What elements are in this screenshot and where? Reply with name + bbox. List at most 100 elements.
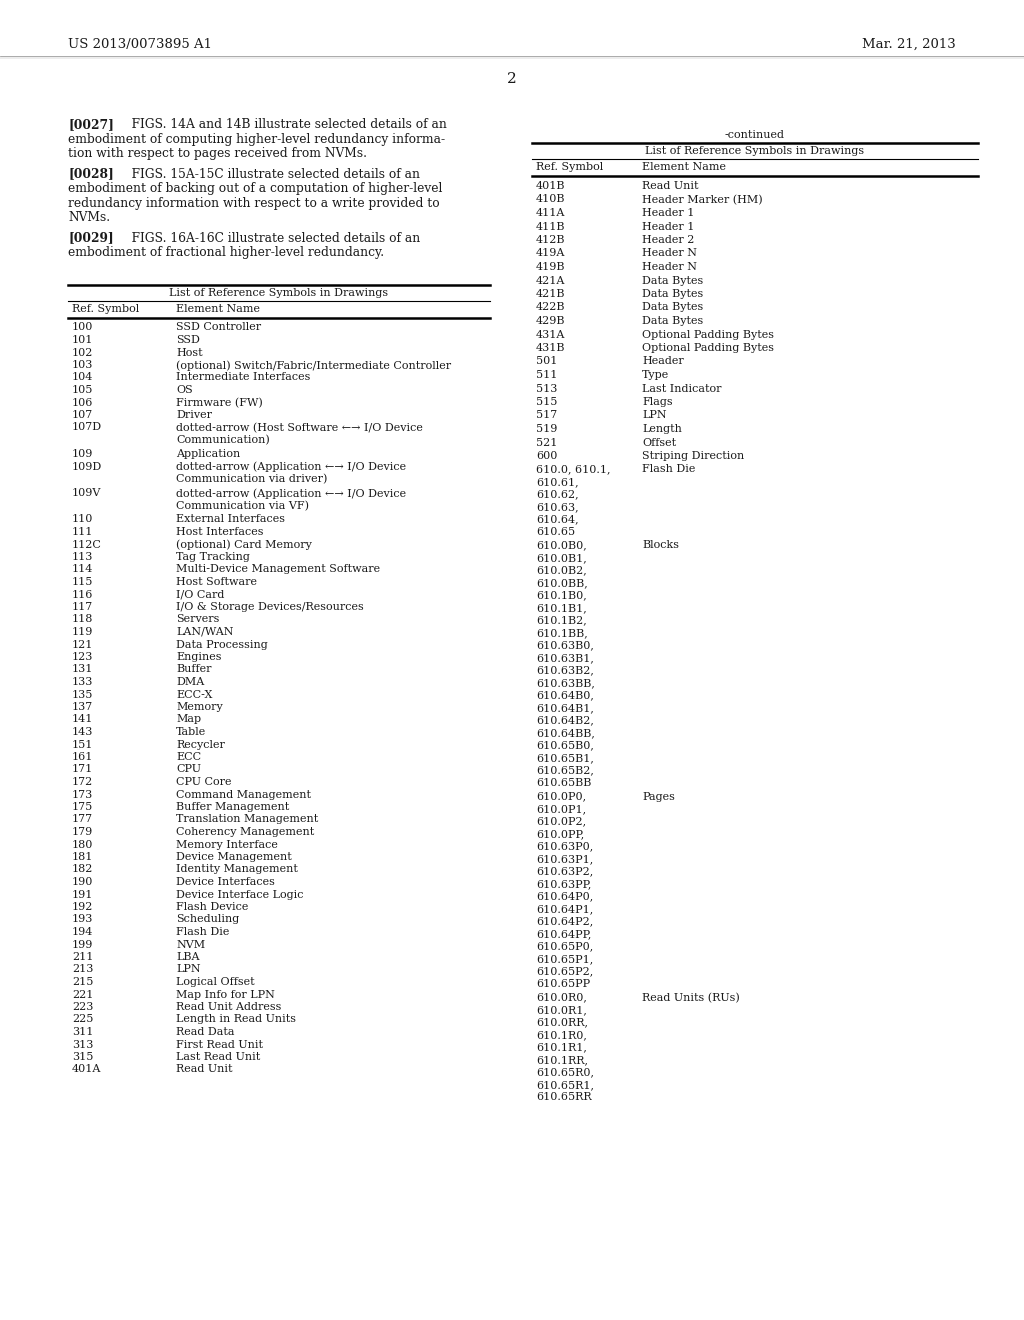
Text: Header: Header bbox=[642, 356, 684, 367]
Text: Map: Map bbox=[176, 714, 201, 725]
Text: Firmware (FW): Firmware (FW) bbox=[176, 397, 263, 408]
Text: 194: 194 bbox=[72, 927, 93, 937]
Text: 610.0, 610.1,: 610.0, 610.1, bbox=[536, 465, 610, 474]
Text: 610.63PP,: 610.63PP, bbox=[536, 879, 592, 888]
Text: 2: 2 bbox=[507, 73, 517, 86]
Text: 610.0B2,: 610.0B2, bbox=[536, 565, 587, 576]
Text: Buffer Management: Buffer Management bbox=[176, 803, 289, 812]
Text: LBA: LBA bbox=[176, 952, 200, 962]
Text: Header N: Header N bbox=[642, 261, 697, 272]
Text: 143: 143 bbox=[72, 727, 93, 737]
Text: dotted-arrow (Application ←→ I/O Device: dotted-arrow (Application ←→ I/O Device bbox=[176, 488, 407, 499]
Text: 610.64P1,: 610.64P1, bbox=[536, 904, 593, 913]
Text: 135: 135 bbox=[72, 689, 93, 700]
Text: 610.65: 610.65 bbox=[536, 527, 575, 537]
Text: embodiment of computing higher-level redundancy informa-: embodiment of computing higher-level red… bbox=[68, 132, 445, 145]
Text: Header N: Header N bbox=[642, 248, 697, 259]
Text: 213: 213 bbox=[72, 965, 93, 974]
Text: Read Unit: Read Unit bbox=[176, 1064, 232, 1074]
Text: 610.65P2,: 610.65P2, bbox=[536, 966, 593, 977]
Text: Blocks: Blocks bbox=[642, 540, 679, 550]
Text: 610.1R1,: 610.1R1, bbox=[536, 1043, 587, 1052]
Text: 610.0P1,: 610.0P1, bbox=[536, 804, 586, 814]
Text: Recycler: Recycler bbox=[176, 739, 225, 750]
Text: Buffer: Buffer bbox=[176, 664, 212, 675]
Text: 610.65R0,: 610.65R0, bbox=[536, 1068, 594, 1077]
Text: Read Units (RUs): Read Units (RUs) bbox=[642, 993, 739, 1003]
Text: Multi-Device Management Software: Multi-Device Management Software bbox=[176, 565, 380, 574]
Text: 191: 191 bbox=[72, 890, 93, 899]
Text: 610.1B2,: 610.1B2, bbox=[536, 615, 587, 626]
Text: 412B: 412B bbox=[536, 235, 565, 246]
Text: Memory Interface: Memory Interface bbox=[176, 840, 278, 850]
Text: 133: 133 bbox=[72, 677, 93, 686]
Text: 610.0R0,: 610.0R0, bbox=[536, 993, 587, 1002]
Text: Ref. Symbol: Ref. Symbol bbox=[536, 162, 603, 172]
Text: 180: 180 bbox=[72, 840, 93, 850]
Text: 109: 109 bbox=[72, 449, 93, 459]
Text: 610.65PP: 610.65PP bbox=[536, 979, 590, 989]
Text: 190: 190 bbox=[72, 876, 93, 887]
Text: 121: 121 bbox=[72, 639, 93, 649]
Text: 610.64B0,: 610.64B0, bbox=[536, 690, 594, 701]
Text: 610.64PP,: 610.64PP, bbox=[536, 929, 592, 939]
Text: Read Data: Read Data bbox=[176, 1027, 234, 1038]
Text: Data Processing: Data Processing bbox=[176, 639, 267, 649]
Text: 411A: 411A bbox=[536, 209, 565, 218]
Text: 177: 177 bbox=[72, 814, 93, 825]
Text: 313: 313 bbox=[72, 1040, 93, 1049]
Text: 610.0RR,: 610.0RR, bbox=[536, 1018, 588, 1027]
Text: 215: 215 bbox=[72, 977, 93, 987]
Text: I/O Card: I/O Card bbox=[176, 590, 224, 599]
Text: Element Name: Element Name bbox=[176, 304, 260, 314]
Text: Striping Direction: Striping Direction bbox=[642, 451, 744, 461]
Text: 410B: 410B bbox=[536, 194, 565, 205]
Text: Driver: Driver bbox=[176, 411, 212, 420]
Text: 107: 107 bbox=[72, 411, 93, 420]
Text: 223: 223 bbox=[72, 1002, 93, 1012]
Text: I/O & Storage Devices/Resources: I/O & Storage Devices/Resources bbox=[176, 602, 364, 612]
Text: SSD: SSD bbox=[176, 335, 200, 345]
Text: 141: 141 bbox=[72, 714, 93, 725]
Text: 151: 151 bbox=[72, 739, 93, 750]
Text: 610.65RR: 610.65RR bbox=[536, 1093, 592, 1102]
Text: Command Management: Command Management bbox=[176, 789, 311, 800]
Text: 610.1BB,: 610.1BB, bbox=[536, 628, 588, 638]
Text: LPN: LPN bbox=[642, 411, 667, 421]
Text: 610.63,: 610.63, bbox=[536, 502, 579, 512]
Text: CPU Core: CPU Core bbox=[176, 777, 231, 787]
Text: 173: 173 bbox=[72, 789, 93, 800]
Text: 115: 115 bbox=[72, 577, 93, 587]
Text: embodiment of backing out of a computation of higher-level: embodiment of backing out of a computati… bbox=[68, 182, 442, 195]
Text: 610.64P2,: 610.64P2, bbox=[536, 916, 593, 927]
Text: [0027]: [0027] bbox=[68, 117, 114, 131]
Text: Tag Tracking: Tag Tracking bbox=[176, 552, 250, 562]
Text: Host: Host bbox=[176, 347, 203, 358]
Text: 401A: 401A bbox=[72, 1064, 101, 1074]
Text: 521: 521 bbox=[536, 437, 557, 447]
Text: 225: 225 bbox=[72, 1015, 93, 1024]
Text: 501: 501 bbox=[536, 356, 557, 367]
Text: 106: 106 bbox=[72, 397, 93, 408]
Text: 610.65BB: 610.65BB bbox=[536, 777, 592, 788]
Text: DMA: DMA bbox=[176, 677, 204, 686]
Text: NVM: NVM bbox=[176, 940, 205, 949]
Text: Scheduling: Scheduling bbox=[176, 915, 240, 924]
Text: 610.65B2,: 610.65B2, bbox=[536, 766, 594, 776]
Text: Table: Table bbox=[176, 727, 206, 737]
Text: Data Bytes: Data Bytes bbox=[642, 302, 703, 313]
Text: External Interfaces: External Interfaces bbox=[176, 515, 285, 524]
Text: 610.1B1,: 610.1B1, bbox=[536, 603, 587, 612]
Text: Mar. 21, 2013: Mar. 21, 2013 bbox=[862, 38, 956, 51]
Text: 119: 119 bbox=[72, 627, 93, 638]
Text: 401B: 401B bbox=[536, 181, 565, 191]
Text: 513: 513 bbox=[536, 384, 557, 393]
Text: 610.65B1,: 610.65B1, bbox=[536, 752, 594, 763]
Text: Device Interface Logic: Device Interface Logic bbox=[176, 890, 303, 899]
Text: 610.0BB,: 610.0BB, bbox=[536, 578, 588, 587]
Text: 411B: 411B bbox=[536, 222, 565, 231]
Text: 421A: 421A bbox=[536, 276, 565, 285]
Text: Communication via driver): Communication via driver) bbox=[176, 474, 328, 484]
Text: (optional) Card Memory: (optional) Card Memory bbox=[176, 540, 312, 550]
Text: 431A: 431A bbox=[536, 330, 565, 339]
